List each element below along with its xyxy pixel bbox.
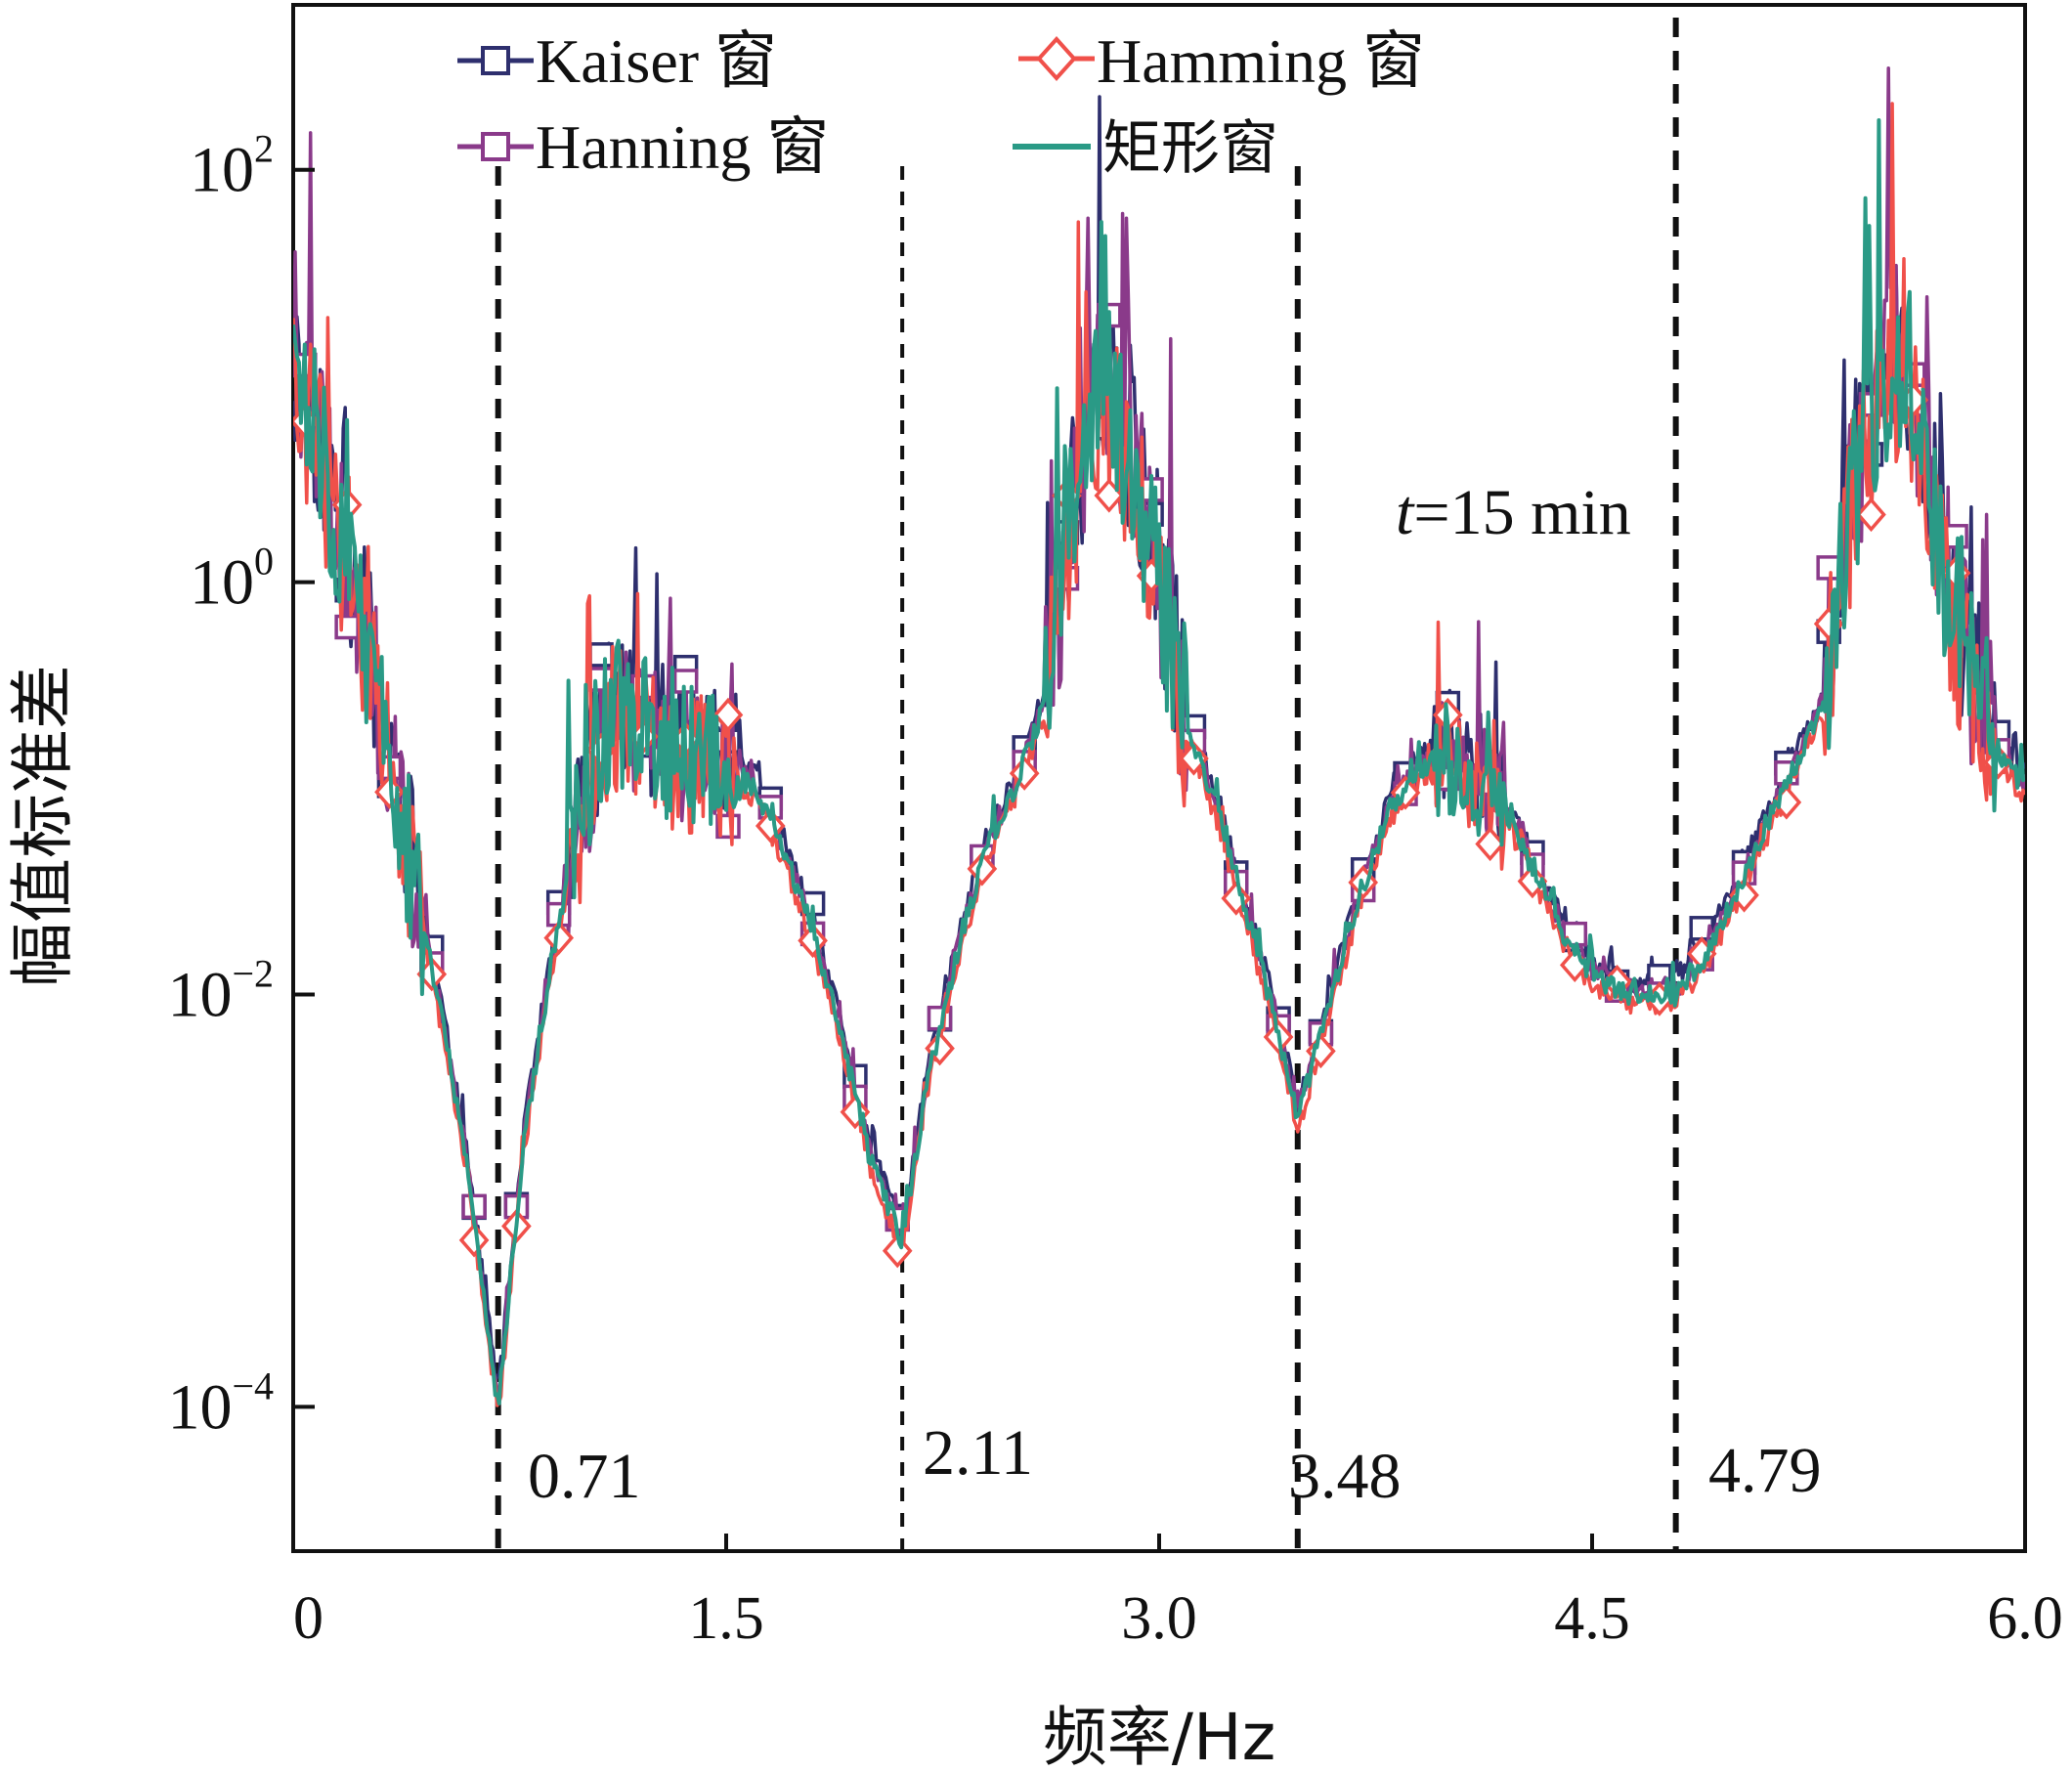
vline-label-0: 0.71	[528, 1441, 641, 1512]
y-tick-label: 102	[190, 127, 274, 206]
plot-frame	[291, 3, 2027, 1553]
y-axis-ticks: 102 100 10−2 10−4	[167, 127, 315, 1443]
time-annotation-var: t	[1396, 477, 1415, 548]
legend-label-rect: 矩形窗	[1102, 114, 1278, 183]
y-tick-label: 10−2	[167, 951, 274, 1030]
x-axis-title: 频率/Hz	[1043, 1700, 1276, 1773]
legend-item-hamming: Hamming 窗	[1018, 26, 1425, 96]
series-line-3	[293, 118, 2025, 1405]
vline-label-2: 3.48	[1288, 1441, 1402, 1512]
legend: Kaiser 窗 Hamming 窗 Hanning 窗 矩形窗	[457, 26, 1425, 183]
kaiser-marker-icon	[481, 46, 510, 75]
series-marker-1	[1475, 826, 1505, 862]
x-tick-label: 0	[293, 1585, 324, 1652]
series-marker-1	[1179, 741, 1209, 776]
series-marker-1	[882, 1233, 913, 1269]
vline-label-3: 4.79	[1708, 1435, 1822, 1506]
series-marker-0	[588, 642, 614, 668]
vertical-reference-lines	[495, 18, 1679, 1551]
x-tick-label: 4.5	[1554, 1585, 1630, 1652]
y-tick-label: 10−4	[167, 1363, 274, 1443]
hanning-marker-icon	[481, 132, 510, 161]
series-marker-1	[1517, 863, 1548, 899]
legend-label-hanning: Hanning 窗	[536, 112, 829, 182]
hamming-marker-icon	[1036, 36, 1077, 81]
x-tick-label: 6.0	[1987, 1585, 2063, 1652]
legend-item-rect: 矩形窗	[1013, 114, 1278, 183]
x-axis-ticks: 0 1.5 3.0 4.5 6.0	[291, 1534, 2063, 1652]
series-layer	[293, 66, 2025, 1407]
series-marker-1	[543, 920, 575, 956]
legend-item-kaiser: Kaiser 窗	[457, 26, 777, 96]
y-tick-label: 100	[190, 540, 274, 619]
series-marker-1	[1856, 497, 1886, 533]
time-annotation-value: =15 min	[1413, 477, 1630, 548]
time-annotation: t=15 min	[1396, 477, 1631, 548]
y-axis-title: 幅值标准差	[5, 665, 80, 987]
legend-label-kaiser: Kaiser 窗	[536, 26, 777, 96]
series-marker-1	[458, 1223, 490, 1258]
vline-label-1: 2.11	[923, 1417, 1033, 1489]
series-marker-2	[1816, 555, 1841, 581]
legend-item-hanning: Hanning 窗	[457, 112, 829, 182]
legend-label-hamming: Hamming 窗	[1097, 26, 1425, 96]
x-tick-label: 1.5	[688, 1585, 764, 1652]
series-marker-1	[712, 697, 744, 733]
x-tick-label: 3.0	[1121, 1585, 1197, 1652]
